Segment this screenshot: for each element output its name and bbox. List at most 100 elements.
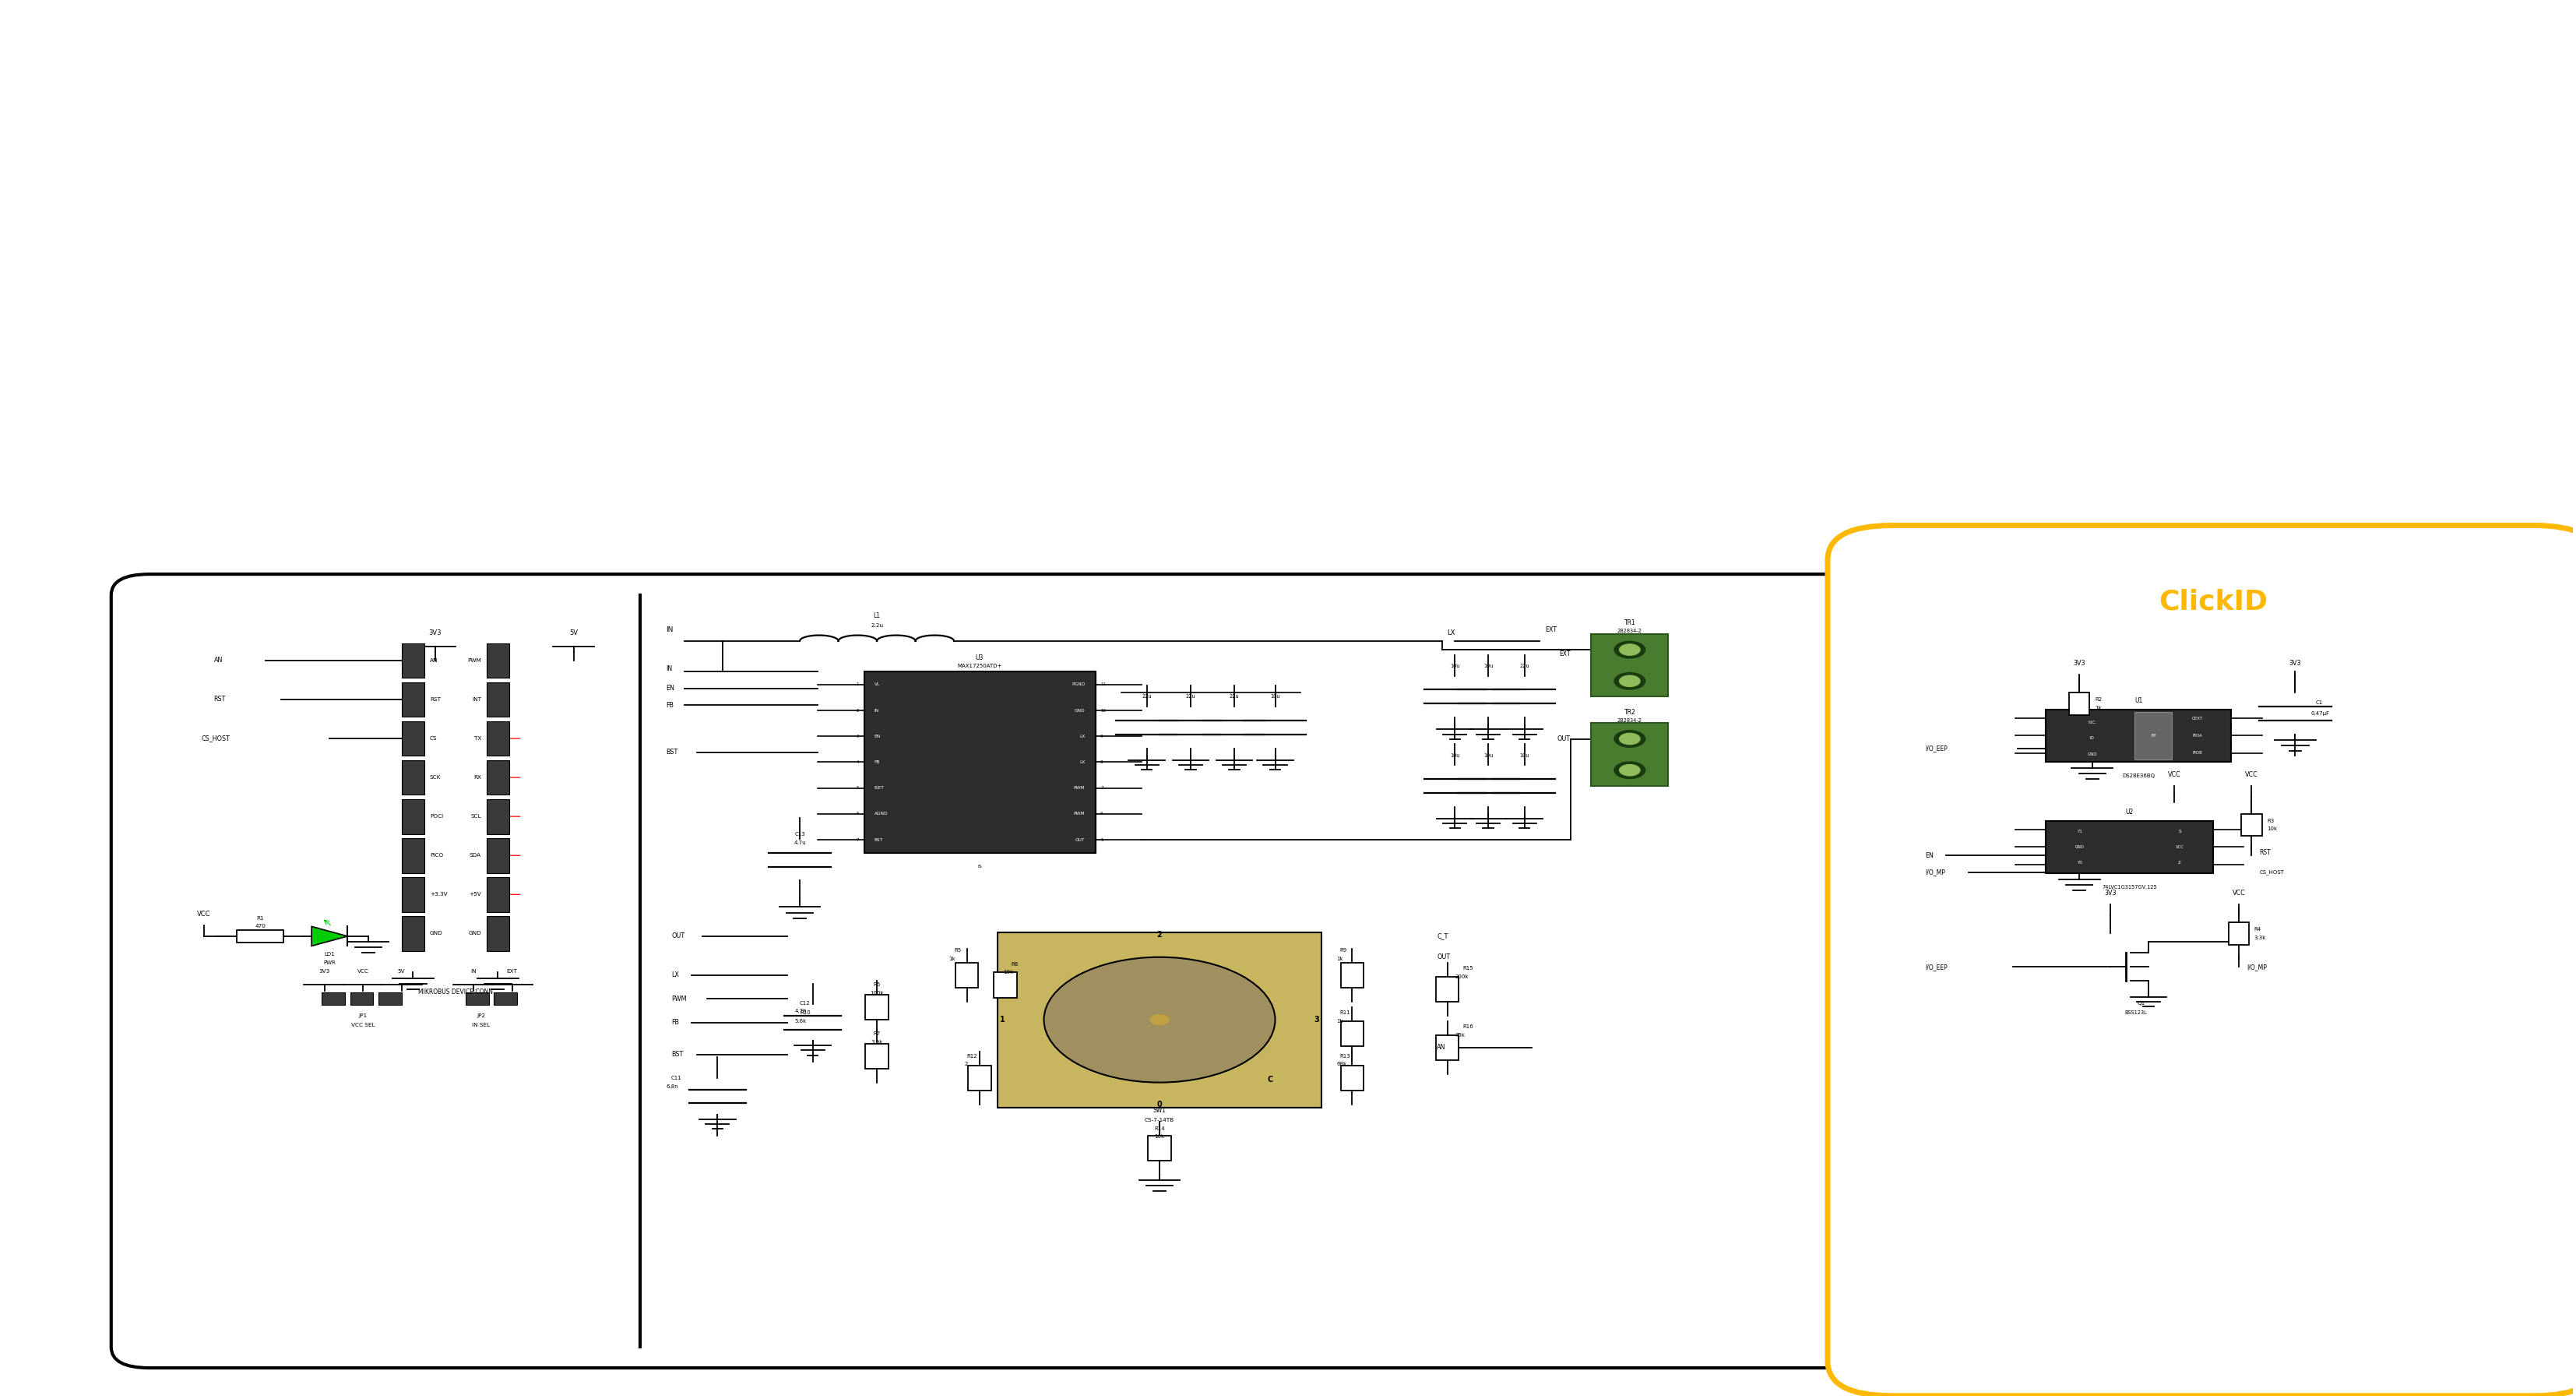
Text: N.C.: N.C. — [2087, 720, 2097, 725]
Text: 282834-2: 282834-2 — [1618, 630, 1643, 634]
Text: S: S — [2179, 830, 2182, 834]
Text: 0: 0 — [1157, 1101, 1162, 1108]
Text: LX: LX — [1079, 734, 1084, 739]
Text: MAX17250ATD+: MAX17250ATD+ — [958, 663, 1002, 669]
Text: EN: EN — [1924, 852, 1935, 859]
Text: C12: C12 — [799, 1000, 811, 1006]
Circle shape — [1151, 1014, 1170, 1025]
Bar — [402, 877, 425, 912]
Text: 10u: 10u — [1450, 663, 1461, 669]
Text: 7: 7 — [855, 838, 858, 842]
Text: C13: C13 — [793, 832, 806, 837]
Text: 9: 9 — [1100, 734, 1103, 739]
Text: OUT: OUT — [1074, 838, 1084, 842]
Text: CS_HOST: CS_HOST — [201, 734, 229, 741]
Text: 22u: 22u — [1141, 694, 1151, 700]
Text: R9: R9 — [1340, 947, 1347, 953]
Circle shape — [1620, 644, 1641, 655]
Bar — [487, 916, 510, 951]
Text: LX: LX — [1079, 760, 1084, 764]
Bar — [2069, 693, 2089, 715]
Text: ISET: ISET — [873, 786, 884, 790]
Text: BST: BST — [667, 748, 677, 755]
Text: 100k: 100k — [871, 990, 884, 996]
Text: VL: VL — [873, 683, 881, 687]
Text: AN: AN — [214, 658, 222, 665]
Text: 5V: 5V — [569, 630, 577, 637]
Bar — [1435, 1035, 1458, 1060]
Bar — [863, 672, 1095, 852]
Text: 3: 3 — [1314, 1016, 1319, 1024]
Text: 470: 470 — [255, 925, 265, 929]
Bar — [969, 1066, 992, 1091]
Text: 22u: 22u — [1185, 694, 1195, 700]
Text: R7: R7 — [873, 1031, 881, 1037]
Text: IN: IN — [471, 968, 477, 974]
Text: C1: C1 — [2316, 700, 2324, 705]
Circle shape — [1615, 730, 1646, 747]
Text: ClickID: ClickID — [2159, 589, 2267, 616]
Text: 200k: 200k — [1455, 974, 1468, 979]
Text: C_T: C_T — [1437, 933, 1448, 940]
Text: 10u: 10u — [1484, 663, 1494, 669]
Bar — [866, 1044, 889, 1069]
Bar — [2045, 821, 2213, 873]
Text: U1: U1 — [2136, 697, 2143, 705]
Text: C: C — [1267, 1076, 1273, 1084]
Text: +3.3V: +3.3V — [430, 893, 448, 897]
Text: OUT: OUT — [1437, 954, 1450, 961]
Text: I/O_EEP: I/O_EEP — [1924, 744, 1947, 751]
Text: EXT: EXT — [1558, 651, 1571, 658]
Text: VCC: VCC — [2174, 845, 2184, 849]
Text: INT: INT — [471, 697, 482, 702]
Bar — [994, 972, 1018, 997]
Text: 3V3: 3V3 — [2074, 660, 2087, 667]
Bar — [1592, 723, 1669, 786]
Bar — [379, 993, 402, 1004]
Text: 3V3: 3V3 — [428, 630, 440, 637]
Text: EN: EN — [873, 734, 881, 739]
Text: 6.8n: 6.8n — [667, 1084, 677, 1088]
Text: C11: C11 — [672, 1076, 683, 1080]
Bar — [322, 993, 345, 1004]
Bar — [997, 932, 1321, 1108]
Text: LX: LX — [1448, 630, 1455, 637]
Text: PWR: PWR — [325, 960, 335, 965]
Text: 0.47μF: 0.47μF — [2311, 711, 2329, 716]
Text: GND: GND — [1074, 708, 1084, 712]
Text: PWM: PWM — [466, 658, 482, 663]
Text: CS-7-14TB: CS-7-14TB — [1144, 1118, 1175, 1122]
Text: 10k: 10k — [1002, 970, 1012, 975]
Text: 22u: 22u — [1520, 663, 1530, 669]
Text: RST: RST — [214, 695, 227, 704]
Text: 10: 10 — [1100, 708, 1105, 712]
Text: CS: CS — [430, 736, 438, 741]
Text: 22u: 22u — [1229, 694, 1239, 700]
Text: GND: GND — [469, 932, 482, 936]
Text: U3: U3 — [976, 655, 984, 662]
Text: 10k: 10k — [1154, 1135, 1164, 1139]
Text: 10u: 10u — [1520, 753, 1530, 757]
Text: IN: IN — [667, 666, 672, 673]
Text: PWM: PWM — [672, 995, 685, 1003]
Bar — [1149, 1136, 1172, 1160]
Text: 3V3: 3V3 — [2105, 890, 2117, 897]
Text: 11: 11 — [1100, 683, 1105, 687]
Circle shape — [1620, 765, 1641, 775]
Text: Z: Z — [2179, 860, 2182, 865]
Text: 4: 4 — [855, 760, 858, 764]
Text: 1: 1 — [999, 1016, 1005, 1024]
Text: MIKROBUS DEVICE CONN: MIKROBUS DEVICE CONN — [417, 989, 492, 996]
Bar — [1340, 1021, 1363, 1046]
Text: R3: R3 — [2267, 818, 2275, 823]
Bar — [350, 993, 374, 1004]
Text: 3.9k: 3.9k — [871, 1039, 884, 1045]
Text: 5.6k: 5.6k — [793, 1018, 806, 1024]
Bar — [487, 877, 510, 912]
Text: 1k: 1k — [1337, 956, 1345, 961]
Text: PIOA: PIOA — [2192, 733, 2202, 737]
Text: IN SEL: IN SEL — [471, 1023, 489, 1028]
Bar — [1435, 977, 1458, 1002]
Text: R12: R12 — [966, 1053, 976, 1058]
Text: R15: R15 — [1463, 965, 1473, 971]
